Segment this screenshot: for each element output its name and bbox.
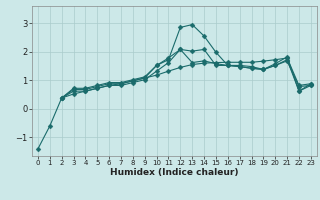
- X-axis label: Humidex (Indice chaleur): Humidex (Indice chaleur): [110, 168, 239, 177]
